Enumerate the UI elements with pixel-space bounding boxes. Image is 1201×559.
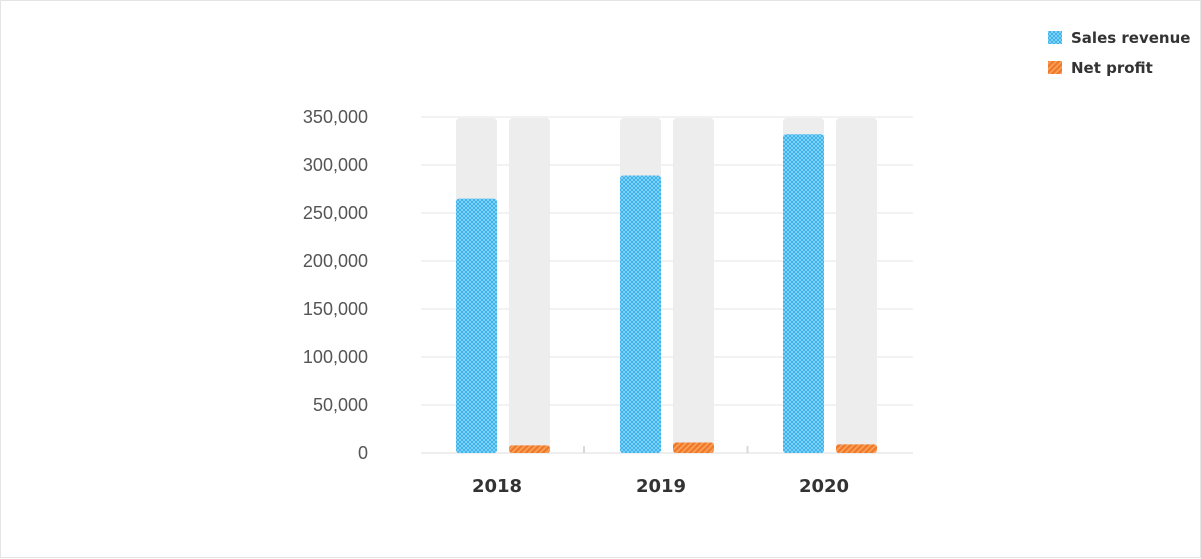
legend-label: Sales revenue: [1071, 29, 1190, 47]
bar-track: [509, 118, 550, 453]
y-tick-label: 300,000: [303, 155, 368, 175]
x-tick-label: 2018: [472, 476, 522, 497]
bars: [456, 134, 877, 453]
y-tick-label: 200,000: [303, 251, 368, 271]
y-tick-label: 350,000: [303, 107, 368, 127]
y-tick-label: 0: [358, 443, 368, 463]
grid-lines: [421, 116, 913, 454]
y-tick-label: 50,000: [313, 395, 368, 415]
x-axis: 2018 2019 2020: [472, 446, 849, 497]
legend-swatch-net-profit: [1048, 61, 1062, 74]
y-tick-label: 250,000: [303, 203, 368, 223]
bar-track: [673, 118, 714, 453]
x-tick-label: 2019: [636, 476, 686, 497]
bar-track: [836, 118, 877, 453]
x-tick-label: 2020: [799, 476, 849, 497]
sales-revenue-bar-2020: [783, 134, 824, 453]
net-profit-bar-2020: [836, 444, 877, 453]
y-tick-label: 100,000: [303, 347, 368, 367]
y-tick-label: 150,000: [303, 299, 368, 319]
legend-swatch-sales-revenue: [1048, 31, 1062, 44]
net-profit-bar-2018: [509, 445, 550, 453]
legend-label: Net profit: [1071, 59, 1153, 77]
net-profit-bar-2019: [673, 442, 714, 453]
y-axis: 0 50,000 100,000 150,000 200,000 250,000 300,0…: [303, 107, 368, 463]
sales-revenue-bar-2019: [620, 175, 661, 453]
sales-revenue-bar-2018: [456, 198, 497, 453]
legend: Sales revenue Net profit: [1048, 29, 1190, 77]
